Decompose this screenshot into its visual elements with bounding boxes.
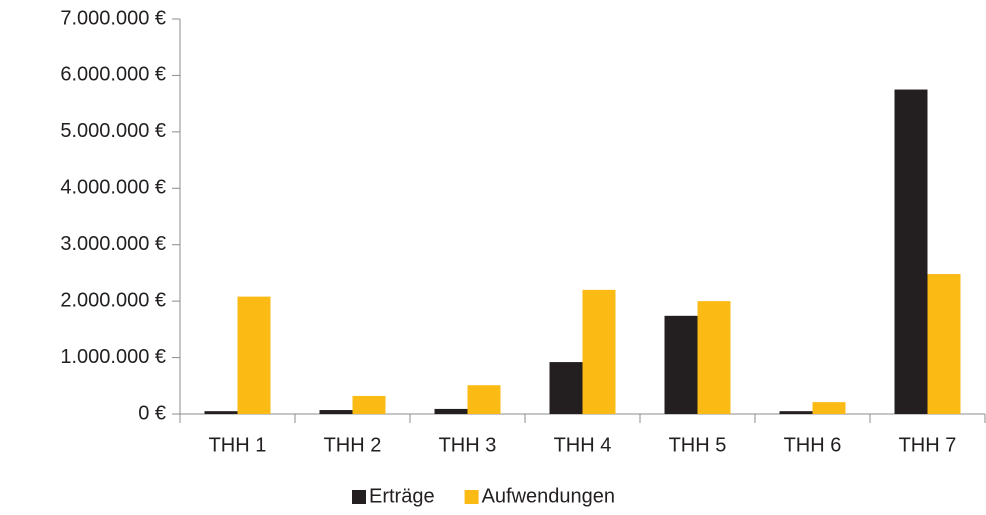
y-tick-label: 5.000.000 € (60, 120, 166, 142)
bar (237, 296, 271, 414)
bar (467, 385, 501, 414)
bar (664, 315, 698, 414)
legend-swatch (464, 490, 479, 504)
bar (697, 301, 731, 414)
bar (319, 410, 353, 414)
bar (779, 411, 813, 414)
x-tick-label: THH 1 (209, 434, 267, 456)
y-tick-label: 3.000.000 € (60, 233, 166, 255)
bar (812, 402, 846, 414)
bar (434, 408, 468, 414)
x-tick-label: THH 6 (784, 434, 842, 456)
x-tick-label: THH 4 (554, 434, 612, 456)
bar (204, 411, 238, 414)
bar (927, 274, 961, 414)
y-tick-label: 4.000.000 € (60, 177, 166, 199)
bar (582, 289, 616, 414)
bar (549, 362, 583, 414)
x-tick-label: THH 2 (324, 434, 382, 456)
legend-label: Aufwendungen (482, 485, 615, 507)
y-tick-label: 6.000.000 € (60, 64, 166, 86)
bar (894, 89, 928, 415)
y-tick-label: 7.000.000 € (60, 7, 166, 29)
y-tick-label: 1.000.000 € (60, 346, 166, 368)
legend-swatch (352, 490, 366, 504)
legend-label: Erträge (369, 485, 435, 507)
x-tick-label: THH 5 (669, 434, 727, 456)
y-tick-label: 2.000.000 € (60, 289, 166, 311)
y-tick-label: 0 € (138, 402, 166, 424)
x-tick-label: THH 7 (899, 434, 957, 456)
bar (352, 395, 386, 414)
x-tick-label: THH 3 (439, 434, 497, 456)
